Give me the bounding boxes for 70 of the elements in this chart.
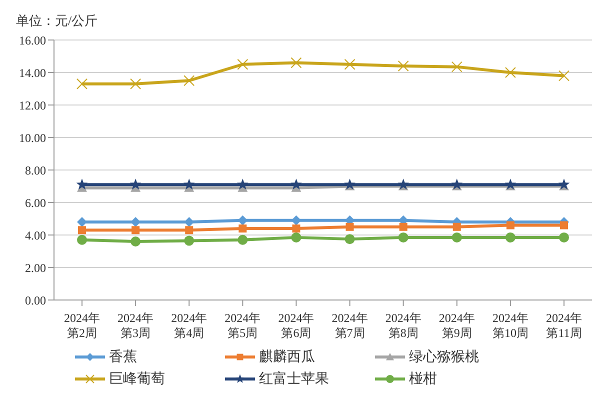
point: [236, 178, 248, 190]
point: [558, 70, 570, 82]
y-tick-label: 2.00: [25, 260, 46, 275]
point: [344, 178, 356, 190]
x-tick-label: 2024年第4周: [171, 311, 208, 340]
point: [238, 215, 248, 226]
point: [290, 57, 302, 68]
legend-label: 巨峰葡萄: [109, 370, 165, 388]
y-tick-label: 4.00: [25, 228, 46, 242]
point: [292, 224, 300, 232]
point: [291, 232, 302, 242]
point: [560, 221, 568, 230]
point: [398, 60, 409, 72]
point: [76, 178, 88, 190]
point: [78, 226, 86, 234]
legend-label: 椪柑: [409, 370, 437, 388]
x-tick-label: 2024年第6周: [278, 311, 314, 340]
point: [452, 222, 461, 231]
legend-label: 香蕉: [109, 348, 137, 366]
point: [346, 222, 354, 231]
point: [290, 178, 302, 190]
x-tick-label: 2024年第2周: [64, 311, 100, 340]
y-tick-label: 8.00: [25, 163, 46, 178]
point: [184, 236, 194, 246]
point: [183, 178, 195, 190]
point: [130, 236, 141, 246]
point: [132, 226, 140, 234]
point: [506, 221, 514, 230]
point: [505, 232, 516, 242]
y-tick-label: 6.00: [25, 196, 46, 210]
x-tick-label: 2024年第5周: [224, 311, 261, 340]
point: [451, 178, 463, 190]
point: [398, 178, 410, 190]
point: [237, 58, 248, 70]
y-tick-label: 16.00: [19, 33, 46, 48]
point: [184, 75, 195, 86]
point: [130, 78, 142, 90]
point: [238, 224, 247, 232]
point: [238, 234, 248, 245]
y-tick-label: 12.00: [19, 98, 46, 112]
point: [504, 67, 516, 78]
point: [291, 215, 302, 226]
point: [77, 234, 87, 245]
point: [344, 234, 355, 244]
y-tick-label: 14.00: [19, 66, 46, 80]
legend-label: 绿心猕猴桃: [409, 348, 479, 366]
y-tick-label: 10.00: [19, 130, 46, 145]
point: [184, 217, 194, 227]
x-tick-label: 2024年第10周: [492, 311, 528, 340]
point: [344, 58, 356, 70]
point: [558, 178, 570, 190]
x-tick-label: 2024年第3周: [118, 311, 154, 340]
point: [398, 232, 408, 242]
x-tick-label: 2024年第8周: [385, 311, 422, 340]
point: [185, 226, 194, 234]
point: [399, 222, 408, 231]
x-tick-label: 2024年第7周: [332, 311, 368, 340]
point: [559, 232, 569, 242]
point: [76, 78, 88, 90]
x-tick-label: 2024年第9周: [438, 311, 475, 340]
legend-label: 红富士苹果: [259, 370, 329, 388]
y-axis-title: 单位：元/公斤: [16, 12, 98, 30]
point: [452, 232, 462, 242]
y-tick-label: 0.00: [25, 293, 46, 308]
point: [451, 61, 462, 72]
legend-label: 麒麟西瓜: [259, 348, 315, 366]
x-tick-label: 2024年第11周: [546, 311, 582, 340]
point: [504, 178, 516, 190]
point: [77, 217, 87, 227]
point: [130, 178, 142, 190]
